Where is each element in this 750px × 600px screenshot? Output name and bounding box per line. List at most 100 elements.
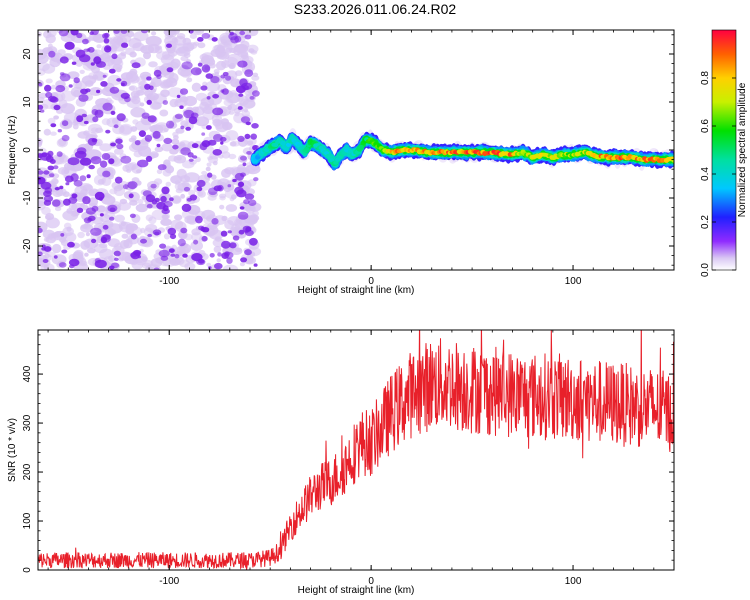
noise-speckle-light	[80, 224, 89, 229]
noise-speckle-dark	[50, 123, 57, 128]
noise-speckle-dark	[102, 170, 111, 178]
noise-speckle-dark	[76, 147, 87, 155]
noise-speckle-dark	[168, 248, 175, 254]
noise-speckle-dark	[201, 140, 211, 148]
noise-speckle-dark	[94, 259, 107, 269]
noise-speckle-dark	[78, 94, 89, 102]
noise-speckle-light	[164, 35, 179, 47]
noise-speckle-light	[243, 108, 249, 113]
noise-speckle-dark	[123, 184, 129, 190]
noise-speckle-dark	[38, 170, 44, 175]
noise-speckle-dark	[58, 262, 67, 268]
noise-speckle-dark	[166, 43, 172, 48]
noise-speckle-dark	[100, 81, 108, 87]
noise-speckle-dark	[151, 199, 158, 205]
noise-speckle-dark	[121, 42, 129, 48]
noise-speckle-dark	[214, 262, 223, 270]
noise-speckle-light	[133, 92, 139, 97]
colorbar-tick-label: 0.8	[700, 71, 711, 85]
noise-speckle-dark	[220, 89, 225, 93]
noise-speckle-dark	[157, 164, 167, 171]
noise-speckle-light	[201, 170, 208, 175]
spectrogram-x-tick-label: -100	[159, 276, 179, 287]
noise-speckle-dark	[114, 257, 119, 261]
noise-speckle-dark	[38, 82, 43, 87]
noise-speckle-light	[107, 229, 115, 236]
noise-speckle-light	[128, 143, 143, 153]
spectrogram-y-tick-label: -20	[22, 238, 33, 253]
snr-y-tick-label: 200	[22, 463, 33, 480]
noise-speckle-light	[170, 219, 184, 230]
noise-speckle-light	[72, 251, 84, 260]
noise-speckle-light	[180, 69, 193, 78]
noise-speckle-light	[149, 101, 162, 110]
noise-speckle-dark	[79, 54, 91, 63]
noise-speckle-light	[84, 252, 89, 257]
snr-y-label: SNR (10 * v/v)	[7, 418, 18, 482]
noise-speckle-dark	[41, 247, 46, 251]
noise-speckle-light	[38, 79, 44, 88]
noise-speckle-light	[128, 96, 137, 102]
noise-speckle-dark	[38, 104, 44, 110]
noise-speckle-dark	[96, 61, 106, 68]
noise-speckle-light	[228, 62, 236, 70]
noise-speckle-light	[225, 130, 239, 141]
noise-speckle-dark	[201, 132, 206, 136]
noise-speckle-dark	[43, 199, 52, 206]
noise-speckle-dark	[96, 89, 101, 94]
noise-speckle-light	[64, 232, 77, 243]
noise-speckle-dark	[206, 125, 212, 130]
noise-speckle-dark	[201, 32, 211, 39]
noise-speckle-dark	[238, 229, 245, 235]
noise-speckle-dark	[185, 126, 191, 131]
noise-speckle-dark	[129, 213, 136, 218]
noise-speckle-dark	[61, 249, 68, 254]
noise-speckle-dark	[85, 207, 96, 215]
noise-speckle-dark	[71, 193, 78, 199]
noise-speckle-dark	[137, 159, 149, 168]
noise-speckle-light	[117, 201, 131, 211]
noise-speckle-dark	[111, 53, 118, 60]
noise-speckle-dark	[191, 253, 203, 262]
noise-speckle-dark	[49, 96, 59, 103]
spectrogram-y-tick-label: 0	[22, 147, 33, 153]
noise-speckle-light	[175, 127, 185, 134]
noise-speckle-dark	[240, 116, 251, 124]
noise-speckle-dark	[108, 68, 116, 74]
noise-speckle-dark	[127, 181, 138, 190]
noise-speckle-light	[180, 120, 189, 127]
noise-speckle-light	[214, 71, 219, 76]
noise-speckle-light	[137, 199, 144, 205]
noise-speckle-light	[121, 233, 129, 239]
noise-speckle-dark	[221, 240, 231, 249]
noise-speckle-dark	[244, 133, 251, 140]
noise-speckle-light	[197, 42, 206, 49]
noise-speckle-light	[119, 198, 128, 205]
noise-speckle-light	[45, 213, 55, 221]
noise-speckle-light	[50, 131, 57, 136]
noise-speckle-light	[209, 62, 216, 69]
noise-speckle-dark	[147, 233, 153, 238]
noise-speckle-dark	[38, 251, 43, 257]
noise-speckle-light	[45, 235, 56, 244]
noise-speckle-dark	[68, 84, 73, 88]
noise-speckle-light	[205, 166, 211, 172]
noise-speckle-dark	[146, 203, 153, 209]
noise-speckle-light	[195, 156, 201, 163]
noise-speckle-dark	[237, 135, 245, 142]
noise-speckle-dark	[172, 144, 179, 150]
noise-speckle-dark	[209, 253, 215, 258]
noise-speckle-dark	[212, 107, 224, 116]
noise-speckle-light	[128, 137, 136, 143]
noise-speckle-dark	[80, 88, 89, 95]
noise-speckle-dark	[195, 215, 203, 224]
noise-speckle-light	[107, 238, 121, 248]
noise-speckle-light	[184, 172, 200, 183]
noise-speckle-dark	[211, 37, 218, 42]
ridge-cell	[280, 140, 286, 146]
noise-speckle-dark	[59, 185, 64, 190]
noise-speckle-dark	[196, 186, 203, 192]
noise-speckle-dark	[244, 69, 254, 77]
noise-speckle-dark	[82, 38, 89, 45]
noise-speckle-dark	[190, 67, 202, 76]
